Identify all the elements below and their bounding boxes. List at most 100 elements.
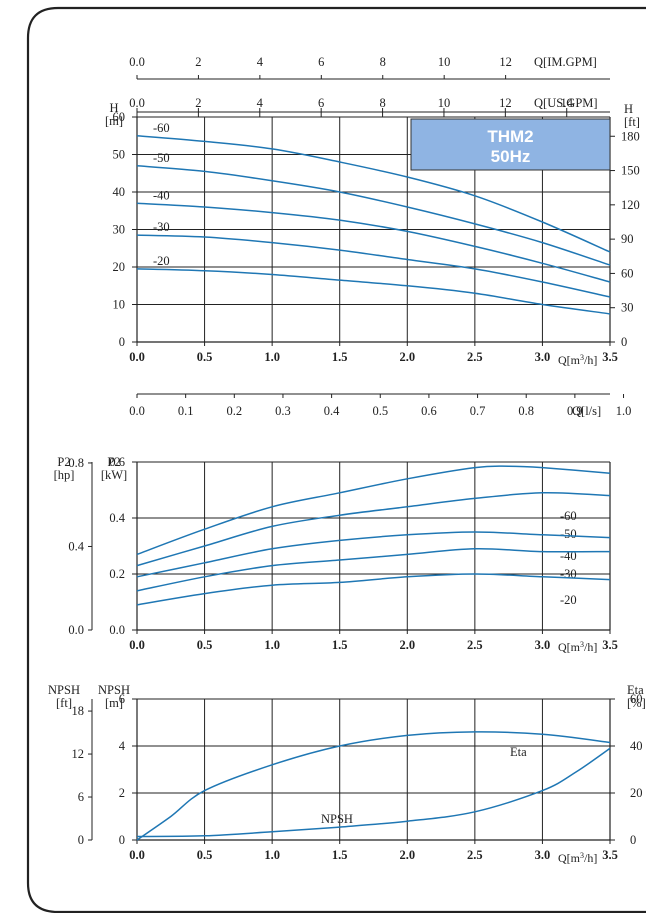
x-tick-label: 3.0 [535, 848, 551, 862]
x-tick-label: 2.5 [467, 638, 483, 652]
y-tick-label: 60 [113, 110, 126, 124]
y-axis-title: [kW] [101, 468, 127, 482]
outer-y-tick-label: 18 [72, 704, 85, 718]
x-tick-label: 1.5 [332, 848, 348, 862]
y-axis-title: P2 [107, 455, 120, 469]
flow-ls-tick-label: 0.1 [178, 404, 194, 418]
x-tick-label: 2.0 [399, 848, 415, 862]
x-tick-label: 0.0 [129, 638, 145, 652]
head-curve-label: -40 [153, 188, 170, 202]
right-y-tick-label: 0 [630, 833, 636, 847]
power-curve--40 [136, 531, 611, 578]
head-curve--40 [136, 202, 611, 283]
y-tick-label: 10 [113, 298, 126, 312]
y-axis-title: NPSH [98, 683, 130, 697]
power-chart: 0.0 0.5 1.0 1.5 2.0 2.5 3.0 3.5 0.0 0.2 0.4 0.6 0.0 0… [54, 455, 618, 654]
right-y-axis-title: [ft] [624, 115, 640, 129]
flow-ls-tick-label: 1.0 [616, 404, 632, 418]
y-tick-label: 0.4 [109, 511, 125, 525]
flow-ls-tick-label: 0.3 [275, 404, 291, 418]
flow-ls-axis: 0.0 0.1 0.2 0.3 0.4 0.5 0.6 0.7 0.8 0.9 1.0 Q[l/s] [129, 393, 632, 418]
top-flow-tick-label: 4 [257, 96, 264, 110]
top-flow-tick-label: 4 [257, 55, 264, 69]
y-tick-label: 4 [119, 739, 126, 753]
model-badge-line-2: 50Hz [491, 147, 531, 166]
outer-y-tick-label: 0.0 [68, 623, 84, 637]
top-flow-tick-label: 6 [318, 55, 324, 69]
right-y-tick-label: 30 [621, 301, 634, 315]
y-tick-label: 0 [119, 833, 125, 847]
top-flow-tick-label: 0.0 [129, 96, 145, 110]
top-flow-tick-label: 0.0 [129, 55, 145, 69]
right-y-axis-title: Eta [627, 683, 644, 697]
x-tick-label: 1.5 [332, 350, 348, 364]
y-tick-label: 0 [119, 335, 125, 349]
head-curve--20 [136, 268, 611, 315]
outer-y-tick-label: 0.4 [68, 539, 84, 553]
power-curve--30 [136, 547, 611, 592]
outer-y-tick-label: 0 [78, 833, 84, 847]
page-frame [26, 6, 646, 913]
eta-curve-label: Eta [510, 745, 527, 759]
head-curve-label: -30 [153, 220, 170, 234]
eta-curve [136, 731, 611, 841]
top-flow-axis-title: Q[US.GPM] [534, 96, 598, 110]
top-flow-tick-label: 8 [379, 96, 385, 110]
y-tick-label: 0.6 [109, 455, 125, 469]
x-tick-label: 2.0 [399, 350, 415, 364]
top-flow-tick-label: 2 [195, 96, 201, 110]
npsh-eta-chart: 0.0 0.5 1.0 1.5 2.0 2.5 3.0 3.50246061218020406… [48, 683, 646, 865]
flow-ls-tick-label: 0.6 [421, 404, 437, 418]
npsh-curve-label: NPSH [321, 812, 353, 826]
x-tick-label: 1.0 [264, 350, 280, 364]
power-curve-label: -60 [560, 509, 577, 523]
y-axis-title: H [109, 101, 118, 115]
flow-ls-tick-label: 0.8 [518, 404, 534, 418]
top-flow-tick-label: 2 [195, 55, 201, 69]
outer-y-axis-title: NPSH [48, 683, 80, 697]
right-y-tick-label: 180 [621, 129, 640, 143]
x-tick-label: 2.5 [467, 350, 483, 364]
head-curve-label: -20 [153, 254, 170, 268]
x-tick-label: 3.5 [602, 350, 618, 364]
top-flow-tick-label: 10 [438, 55, 451, 69]
x-tick-label: 0.5 [197, 638, 213, 652]
npsh-curve [136, 747, 611, 838]
x-tick-label: 2.0 [399, 638, 415, 652]
outer-y-axis-title: P2 [57, 455, 70, 469]
y-axis-title: [m] [105, 696, 123, 710]
head-chart: 0.0 0.5 1.0 1.5 2.0 2.5 3.0 3.50102030405060030… [105, 55, 640, 367]
model-badge: THM2 50Hz [410, 118, 611, 171]
right-y-tick-label: 60 [621, 266, 634, 280]
right-y-tick-label: 40 [630, 739, 643, 753]
y-tick-label: 50 [113, 148, 126, 162]
power-curve--50 [136, 491, 611, 567]
power-curve--20 [136, 573, 611, 606]
power-curve--60 [136, 465, 611, 556]
x-tick-label: 2.5 [467, 848, 483, 862]
head-curve-label: -60 [153, 121, 170, 135]
top-flow-tick-label: 8 [380, 55, 386, 69]
y-tick-label: 0.0 [109, 623, 125, 637]
flow-ls-tick-label: 0.9 [567, 404, 583, 418]
outer-y-tick-label: 0.8 [68, 456, 84, 470]
outer-y-axis-title: [ft] [56, 696, 72, 710]
x-tick-label: 0.5 [197, 350, 213, 364]
power-curve-label: -20 [560, 593, 577, 607]
y-tick-label: 0.2 [109, 567, 125, 581]
right-y-axis-title: H [624, 102, 633, 116]
right-y-tick-label: 90 [621, 232, 634, 246]
outer-y-tick-label: 12 [72, 747, 85, 761]
y-tick-label: 2 [119, 786, 125, 800]
right-y-tick-label: 0 [621, 335, 627, 349]
head-curve--30 [136, 234, 611, 298]
x-tick-label: 0.5 [197, 848, 213, 862]
right-y-axis-title: [%] [627, 696, 646, 710]
y-axis-title: [m] [105, 114, 123, 128]
power-curve-label: -30 [560, 567, 577, 581]
head-curve--50 [136, 165, 611, 266]
top-flow-tick-label: 10 [438, 96, 451, 110]
x-tick-label: 1.0 [264, 848, 280, 862]
right-y-tick-label: 120 [621, 198, 640, 212]
x-axis-title: Q[m3/h] [558, 353, 597, 367]
